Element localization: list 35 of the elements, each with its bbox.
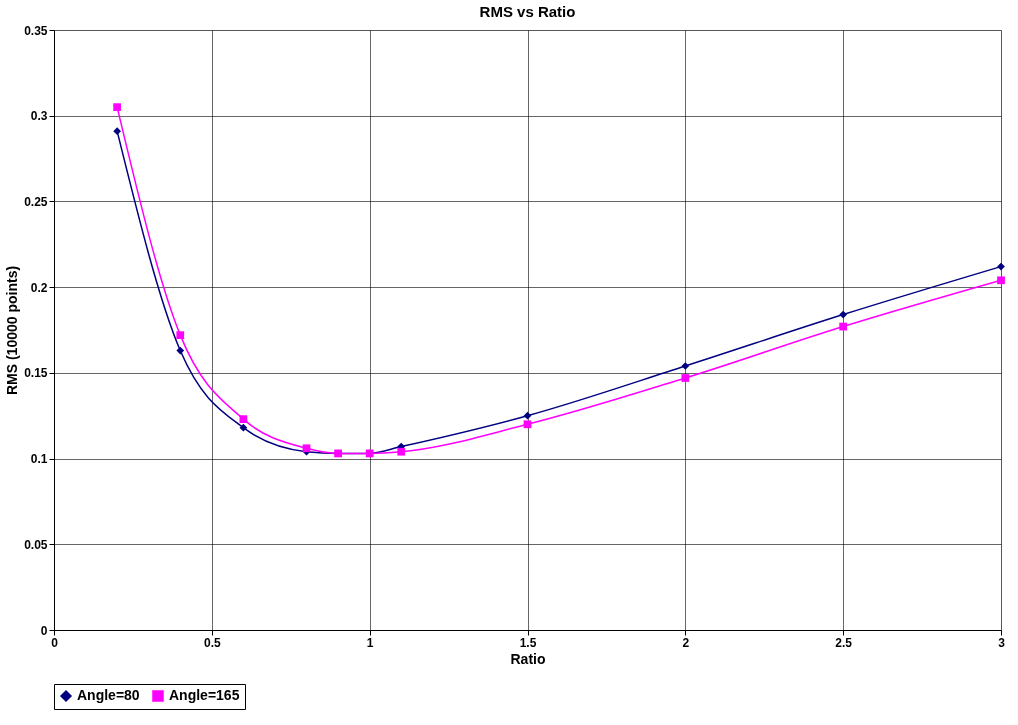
y-tick-label: 0 (40, 623, 48, 638)
y-tick-label: 0.35 (24, 23, 48, 38)
point (839, 310, 848, 319)
point (681, 362, 690, 370)
point (176, 331, 185, 340)
point (523, 411, 532, 420)
x-tick-label: 3 (998, 635, 1006, 650)
x-tick-label: 0.5 (203, 635, 221, 650)
point (397, 447, 406, 456)
legend-label: Angle=80 (77, 687, 140, 703)
y-tick-label: 0.2 (30, 280, 48, 295)
point (523, 420, 532, 429)
x-tick-label: 2.5 (835, 635, 853, 650)
y-tick-label: 0.15 (24, 366, 48, 381)
point (113, 103, 122, 112)
y-tick-label: 0.25 (24, 194, 48, 209)
point (839, 322, 848, 331)
x-tick-label: 2 (682, 635, 690, 650)
x-tick-label: 1.5 (519, 635, 537, 650)
point (681, 374, 690, 382)
y-tick-label: 0.1 (30, 452, 48, 467)
point (997, 276, 1005, 285)
point (239, 423, 248, 432)
y-axis-title: RMS (10000 points) (4, 265, 21, 396)
point (113, 127, 122, 136)
legend-label: Angle=165 (169, 687, 240, 703)
chart-title: RMS vs Ratio (479, 3, 576, 20)
x-tick-label: 1 (366, 635, 374, 650)
point (997, 262, 1005, 271)
y-tick-label: 0.3 (30, 109, 48, 124)
x-axis-title: Ratio (510, 650, 546, 667)
x-tick-label: 0 (51, 635, 59, 650)
point (239, 415, 248, 424)
point (176, 346, 185, 355)
y-tick-label: 0.05 (24, 537, 48, 552)
